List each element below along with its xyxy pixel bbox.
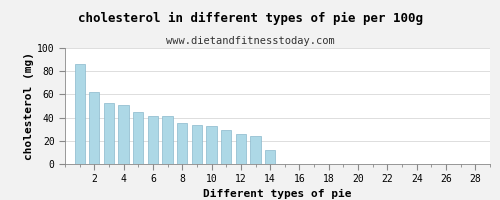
X-axis label: Different types of pie: Different types of pie	[203, 189, 352, 199]
Bar	[236, 134, 246, 164]
Text: www.dietandfitnesstoday.com: www.dietandfitnesstoday.com	[166, 36, 334, 46]
Bar	[74, 64, 85, 164]
Bar	[118, 105, 129, 164]
Bar	[177, 123, 188, 164]
Y-axis label: cholesterol (mg): cholesterol (mg)	[24, 52, 34, 160]
Bar	[133, 112, 143, 164]
Bar	[162, 116, 172, 164]
Bar	[148, 116, 158, 164]
Bar	[250, 136, 260, 164]
Bar	[104, 103, 114, 164]
Bar	[192, 125, 202, 164]
Bar	[265, 150, 276, 164]
Bar	[89, 92, 100, 164]
Text: cholesterol in different types of pie per 100g: cholesterol in different types of pie pe…	[78, 12, 422, 25]
Bar	[206, 126, 216, 164]
Bar	[221, 130, 232, 164]
